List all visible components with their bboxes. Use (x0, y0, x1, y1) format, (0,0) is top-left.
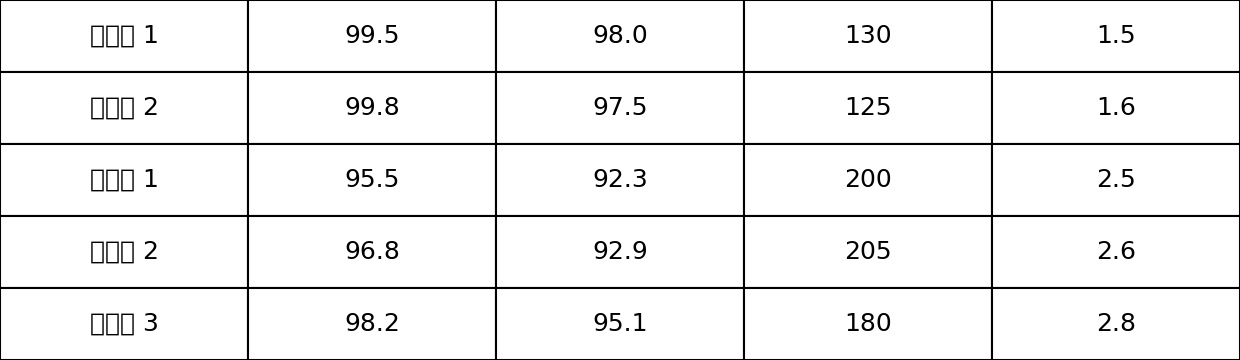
Text: 2.5: 2.5 (1096, 168, 1136, 192)
Bar (744, 72, 992, 144)
Bar (248, 144, 496, 216)
Text: 97.5: 97.5 (593, 96, 647, 120)
Bar (496, 288, 744, 360)
Bar (496, 0, 744, 72)
Text: 200: 200 (844, 168, 892, 192)
Text: 96.8: 96.8 (343, 240, 401, 264)
Bar (496, 216, 744, 288)
Text: 实施例 1: 实施例 1 (89, 24, 159, 48)
Bar (496, 144, 744, 216)
Bar (0, 288, 248, 360)
Text: 205: 205 (844, 240, 892, 264)
Bar (744, 144, 992, 216)
Text: 1.5: 1.5 (1096, 24, 1136, 48)
Bar (992, 216, 1240, 288)
Bar (248, 288, 496, 360)
Bar (0, 216, 248, 288)
Text: 92.9: 92.9 (593, 240, 647, 264)
Text: 99.5: 99.5 (345, 24, 399, 48)
Text: 98.2: 98.2 (343, 312, 401, 336)
Bar (992, 288, 1240, 360)
Text: 95.1: 95.1 (593, 312, 647, 336)
Text: 98.0: 98.0 (593, 24, 647, 48)
Bar (0, 144, 248, 216)
Text: 实施例 2: 实施例 2 (89, 96, 159, 120)
Text: 对比例 2: 对比例 2 (89, 240, 159, 264)
Bar (992, 72, 1240, 144)
Bar (744, 0, 992, 72)
Text: 2.8: 2.8 (1096, 312, 1136, 336)
Text: 对比例 3: 对比例 3 (89, 312, 159, 336)
Bar (248, 216, 496, 288)
Text: 125: 125 (844, 96, 892, 120)
Bar (248, 0, 496, 72)
Text: 180: 180 (844, 312, 892, 336)
Bar (744, 288, 992, 360)
Bar (248, 72, 496, 144)
Bar (496, 72, 744, 144)
Text: 99.8: 99.8 (345, 96, 399, 120)
Bar (0, 0, 248, 72)
Text: 92.3: 92.3 (593, 168, 647, 192)
Text: 对比例 1: 对比例 1 (89, 168, 159, 192)
Text: 2.6: 2.6 (1096, 240, 1136, 264)
Bar (992, 144, 1240, 216)
Bar (744, 216, 992, 288)
Text: 95.5: 95.5 (345, 168, 399, 192)
Bar (0, 72, 248, 144)
Bar (992, 0, 1240, 72)
Text: 1.6: 1.6 (1096, 96, 1136, 120)
Text: 130: 130 (844, 24, 892, 48)
